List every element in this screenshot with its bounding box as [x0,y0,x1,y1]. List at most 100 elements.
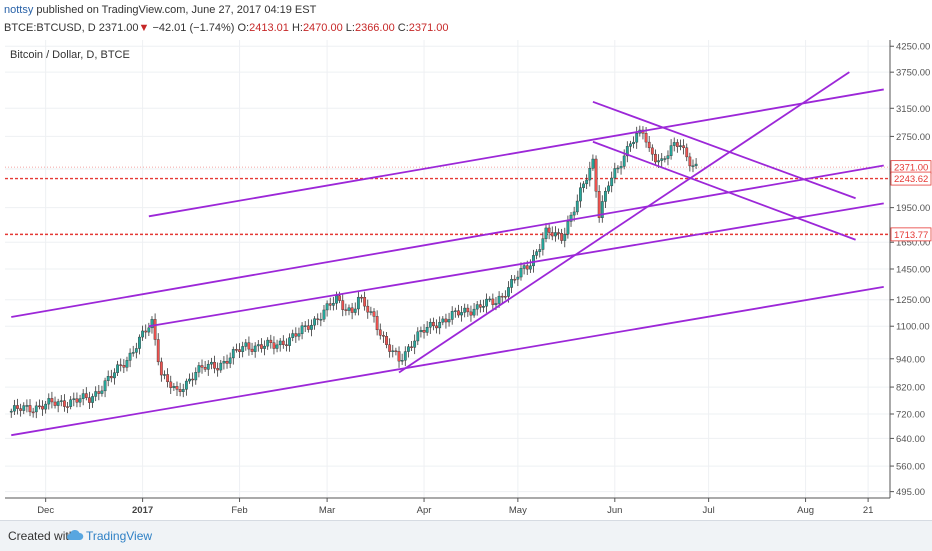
x-axis: Dec 2017 Feb Mar Apr May Jun Jul Aug 21 [37,498,873,516]
candle-body [654,153,657,163]
candle-body [441,318,445,323]
candle-body [297,333,301,337]
candle-body [435,325,438,329]
candle-body [300,325,304,334]
candle-body [582,183,585,188]
candle-body [469,311,473,316]
candle-body [341,300,345,310]
candle-body [644,133,648,143]
close-label: C: [397,22,409,34]
candle-body [407,346,410,352]
candle-body [28,405,32,413]
y-tick-label: 1250.00 [896,295,930,306]
candle-body [666,155,670,159]
candle-body [350,307,354,313]
tradingview-link[interactable]: TradingView [86,529,153,543]
candle-body [594,158,598,192]
candle-body [156,339,160,363]
x-tick-label: Aug [797,505,814,516]
x-tick-label: Apr [417,505,432,516]
candle-body [37,405,41,408]
trendline [398,71,850,374]
candle-body [225,360,229,364]
candle-body [688,156,692,167]
author-link[interactable]: nottsy [4,4,34,16]
candle-body [313,318,316,326]
candle-body [213,361,216,369]
candle-body [119,364,123,366]
candle-body [109,376,113,379]
candle-body [113,372,116,379]
candle-body [72,398,76,400]
candle-body [159,361,163,376]
candle-body [522,265,526,269]
candle-body [472,308,476,316]
candle-body [616,167,620,170]
candle-body [331,303,335,306]
candle-body [134,348,138,353]
high-label: H: [291,22,303,34]
candle-body [528,265,532,270]
price-label-text: 1713.77 [894,230,928,241]
candle-body [250,348,254,352]
candle-body [31,411,35,414]
y-tick-label: 1450.00 [896,264,930,275]
candle-body [679,145,682,147]
candle-body [222,360,226,364]
candle-body [597,191,601,218]
candle-body [619,166,623,169]
candle-body [369,311,373,313]
candle-body [610,177,614,187]
candle-body [231,349,235,359]
candle-body [81,393,85,399]
candle-body [197,365,201,373]
last-price: 2371.00 [98,22,139,34]
candle-body [553,232,557,237]
candle-body [475,304,479,310]
candle-body [410,346,413,348]
candle-body [657,160,660,163]
candle-body [169,381,173,388]
candle-body [194,372,198,381]
trendlines [11,71,884,437]
price-label-box [890,171,932,186]
candle-body [269,339,273,343]
open-label: O: [237,22,250,34]
candle-body [613,168,617,179]
candle-body [238,349,241,352]
candle-body [691,165,695,168]
candle-body [488,298,492,301]
candle-body [632,141,635,145]
y-tick-label: 1950.00 [896,203,930,214]
candle-body [381,335,385,337]
trendline [148,88,884,218]
candle-body [184,380,188,390]
candle-body [519,268,523,278]
candle-body [485,298,488,307]
candle-body [563,233,567,241]
candle-body [63,400,66,407]
candle-body [378,329,382,336]
candle-body [260,344,263,349]
candle-body [278,340,282,346]
candle-body [319,318,323,321]
candle-body [316,318,320,320]
candle-body [91,396,94,403]
trendline [11,164,884,318]
candle-body [660,158,664,161]
price-chart[interactable]: 4250.003750.003150.002750.002350.001950.… [0,0,932,520]
candle-body [557,232,560,234]
candle-body [144,330,148,333]
candle-body [682,145,686,148]
candle-body [12,405,16,412]
candle-body [547,227,551,233]
candle-body [372,311,376,317]
candle-body [59,400,63,402]
y-tick-label: 1650.00 [896,238,930,249]
price-label-text: 2243.62 [894,174,928,185]
candle-body [125,360,129,368]
chart-title: Bitcoin / Dollar, D, BTCE [10,49,130,61]
candle-body [47,398,51,405]
candle-body [275,344,279,349]
candle-body [266,339,270,347]
